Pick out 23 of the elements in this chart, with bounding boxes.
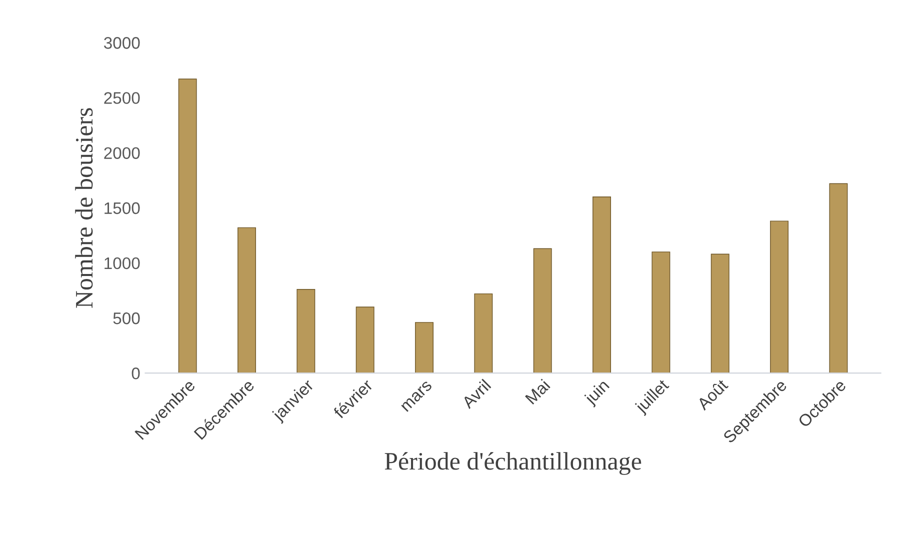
bar — [238, 227, 256, 374]
bar — [652, 252, 670, 374]
y-axis-title: Nombre de bousiers — [75, 108, 93, 308]
bar — [178, 78, 197, 374]
bar — [474, 293, 493, 374]
y-tick-label: 1000 — [104, 257, 140, 270]
x-axis-title: Période d'échantillonnage — [384, 452, 642, 475]
bar — [710, 254, 730, 374]
y-tick-label: 3000 — [104, 37, 140, 49]
bar — [533, 248, 552, 374]
bar — [770, 220, 789, 374]
y-tick-label: 2000 — [104, 147, 140, 159]
y-tick-label: 500 — [113, 312, 140, 324]
bar — [829, 183, 848, 374]
y-tick-label: 2500 — [104, 92, 140, 104]
x-tick-label: juin — [583, 378, 612, 408]
bar — [296, 289, 316, 374]
bar — [415, 322, 434, 374]
y-tick-label: 1500 — [104, 202, 140, 214]
bar — [592, 196, 611, 374]
bar — [356, 306, 374, 374]
x-tick-label: Mai — [524, 378, 550, 405]
y-tick-label: 0 — [132, 368, 140, 380]
